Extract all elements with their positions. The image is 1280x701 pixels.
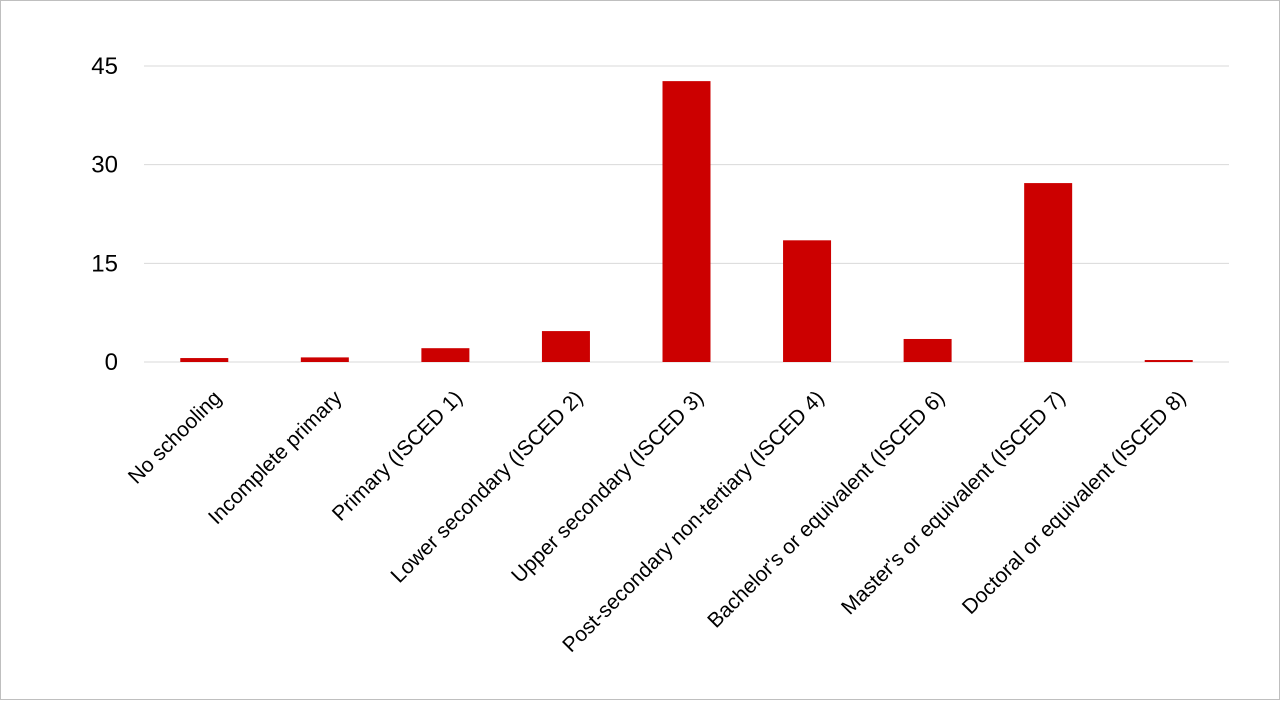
y-axis-ticks: 0 15 30 45	[91, 53, 118, 376]
x-category-label: Post-secondary non-tertiary (ISCED 4)	[558, 386, 828, 656]
x-category-label: Doctoral or equivalent (ISCED 8)	[958, 386, 1190, 618]
bars	[180, 81, 1193, 362]
bar-0	[180, 358, 229, 362]
bar-1	[300, 357, 349, 362]
bar-6	[903, 338, 952, 362]
x-category-label: Bachelor's or equivalent (ISCED 6)	[703, 386, 949, 632]
y-tick-label: 15	[91, 250, 118, 277]
x-category-label: Primary (ISCED 1)	[328, 386, 467, 525]
bar-8	[1144, 360, 1193, 362]
bar-4	[662, 81, 711, 362]
bar-5	[783, 240, 832, 362]
y-tick-label: 30	[91, 152, 118, 179]
bar-7	[1024, 183, 1073, 362]
bar-3	[541, 331, 590, 362]
bar-2	[421, 348, 470, 362]
x-category-label: Master's or equivalent (ISCED 7)	[837, 386, 1070, 619]
x-category-label: Upper secondary (ISCED 3)	[507, 386, 708, 587]
y-tick-label: 45	[91, 53, 118, 80]
y-tick-label: 0	[105, 349, 118, 376]
x-category-label: No schooling	[124, 386, 226, 488]
x-category-label: Lower secondary (ISCED 2)	[387, 386, 588, 587]
x-category-label: Incomplete primary	[204, 386, 347, 529]
